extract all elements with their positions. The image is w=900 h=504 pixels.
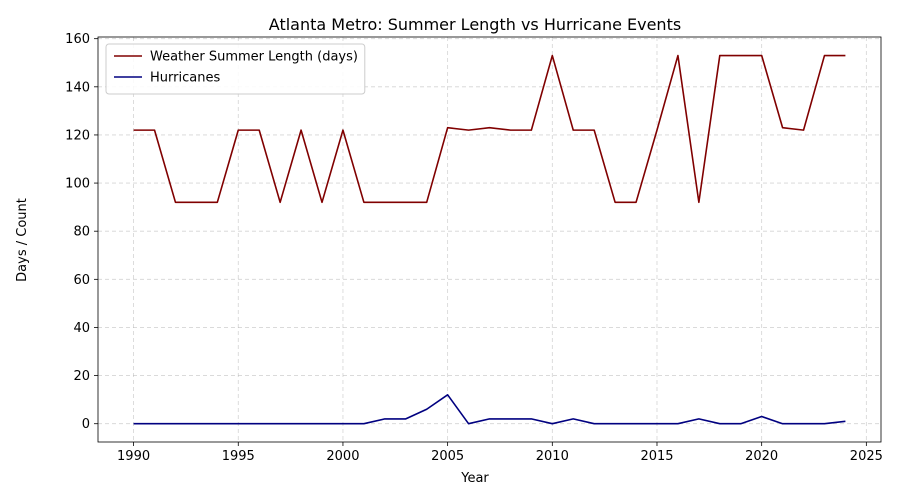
x-axis-label: Year: [460, 471, 489, 486]
y-tick-label: 40: [73, 321, 90, 336]
legend: Weather Summer Length (days) Hurricanes: [105, 43, 366, 95]
y-tick-label: 100: [65, 177, 90, 192]
axis-ticks: 1990 1995 2000 2005 2010 2015 2020 2025 0 20 40 60 8…: [65, 32, 883, 464]
x-tick-label: 1990: [117, 449, 150, 464]
x-tick-label: 2015: [640, 449, 673, 464]
y-tick-label: 140: [65, 80, 90, 95]
legend-label: Weather Summer Length (days): [150, 50, 358, 65]
series-line-1: [133, 54, 846, 204]
x-tick-label: 2010: [536, 449, 569, 464]
series-line-2: [133, 394, 846, 425]
chart-title: Atlanta Metro: Summer Length vs Hurrican…: [269, 15, 681, 34]
y-tick-label: 120: [65, 128, 90, 143]
x-tick-label: 2005: [431, 449, 464, 464]
y-axis-label: Days / Count: [15, 198, 30, 282]
plot-frame: [97, 36, 882, 443]
grid: [98, 37, 881, 442]
series-lines: [133, 54, 846, 425]
legend-label: Hurricanes: [150, 71, 220, 86]
y-tick-label: 80: [73, 225, 90, 240]
x-tick-label: 2020: [745, 449, 778, 464]
y-tick-label: 20: [73, 369, 90, 384]
legend-box: [105, 43, 366, 95]
x-tick-label: 1995: [222, 449, 255, 464]
x-tick-label: 2000: [326, 449, 359, 464]
y-tick-label: 60: [73, 273, 90, 288]
x-tick-label: 2025: [850, 449, 883, 464]
y-tick-label: 160: [65, 32, 90, 47]
y-tick-label: 0: [82, 417, 90, 432]
